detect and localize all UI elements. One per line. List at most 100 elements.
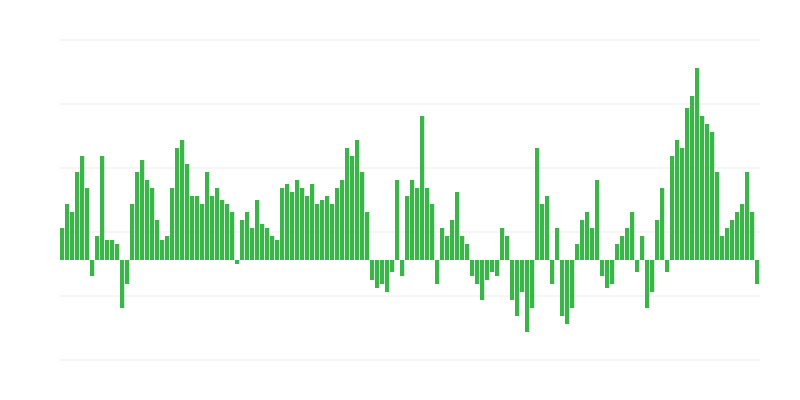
bar [165,236,170,260]
bar [305,196,310,260]
bar [395,180,400,260]
bar [260,224,265,260]
bar [725,228,730,260]
bar [255,200,260,260]
bar [690,96,695,260]
bar [700,116,705,260]
bar [575,244,580,260]
bar [525,260,530,332]
bar [570,260,575,308]
bar [665,260,670,272]
bar [460,236,465,260]
bar [175,148,180,260]
bar [435,260,440,284]
bar [450,220,455,260]
bar [100,156,105,260]
bar [740,204,745,260]
bar [185,164,190,260]
bar [95,236,100,260]
bar [520,260,525,292]
bar [350,156,355,260]
bar [470,260,475,276]
bar [250,228,255,260]
bar [580,220,585,260]
bar [375,260,380,288]
bar [735,212,740,260]
bar [410,180,415,260]
bar [60,228,65,260]
bar [390,260,395,272]
bar [405,196,410,260]
bar [645,260,650,308]
bar [370,260,375,280]
bar [745,172,750,260]
bar [585,212,590,260]
bar [365,212,370,260]
bar [640,236,645,260]
bar [505,236,510,260]
bar [715,172,720,260]
bar [490,260,495,272]
bar [240,220,245,260]
bar [170,188,175,260]
bar [70,212,75,260]
bar [430,204,435,260]
bar [275,240,280,260]
bar [130,204,135,260]
bar [500,228,505,260]
bar [675,140,680,260]
bar [415,188,420,260]
bar [540,204,545,260]
bar [615,244,620,260]
bar [315,204,320,260]
bar [440,228,445,260]
bar [630,212,635,260]
bar [140,160,145,260]
bar [320,200,325,260]
bar [385,260,390,292]
bar [355,140,360,260]
bar [220,200,225,260]
bar [245,212,250,260]
bar [285,184,290,260]
bar [300,188,305,260]
bar [655,220,660,260]
bar [730,220,735,260]
bar [65,204,70,260]
bar [705,124,710,260]
bar [195,196,200,260]
bar [145,180,150,260]
bar [290,192,295,260]
bar [160,240,165,260]
bar [425,188,430,260]
bar [75,172,80,260]
bar [555,228,560,260]
bar [295,180,300,260]
bar [210,196,215,260]
bar [605,260,610,288]
bar [155,220,160,260]
bar [190,196,195,260]
bar [710,132,715,260]
bar [530,260,535,308]
bar [475,260,480,284]
bar [595,180,600,260]
bar [445,236,450,260]
bar [635,260,640,272]
bar [110,240,115,260]
bar [590,228,595,260]
bar [270,236,275,260]
bar [660,188,665,260]
bar [330,204,335,260]
bar [150,188,155,260]
bar [325,196,330,260]
bar [620,236,625,260]
bar [360,172,365,260]
bar [205,172,210,260]
bar [105,240,110,260]
bar [545,196,550,260]
bar [90,260,95,276]
bar [650,260,655,292]
